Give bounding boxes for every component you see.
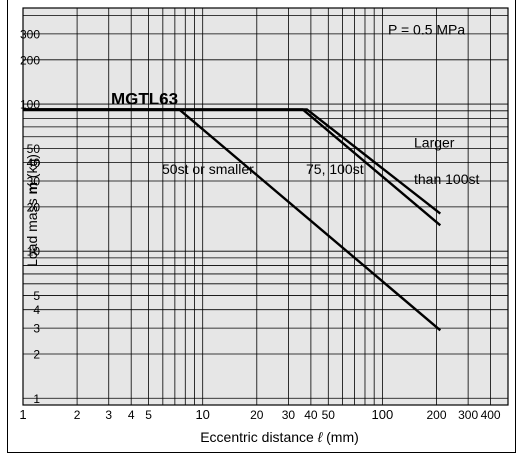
series-label-larger-line2: than 100st [414,171,479,187]
y-tick-label: 10 [27,245,41,259]
y-tick-label: 4 [33,303,40,317]
x-tick-label: 5 [145,408,152,422]
x-tick-label: 100 [372,407,394,422]
plot-frame [22,7,509,406]
series-label-50st: 50st or smaller [162,161,254,177]
x-tick-label: 10 [195,407,209,422]
y-tick-label: 30 [27,174,41,188]
pressure-label: P = 0.5 MPa [388,22,465,38]
x-tick-label: 3 [105,408,112,422]
x-tick-label: 400 [481,408,501,422]
y-tick-label: 3 [33,322,40,336]
series-label-75-100st: 75, 100st [306,161,364,177]
series-lines [23,108,442,332]
x-axis-label: Eccentric distance ℓ (mm) [200,429,359,445]
x-tick-label: 50 [322,408,336,422]
x-tick-label: 4 [128,408,135,422]
model-label: MGTL63 [111,89,178,108]
x-axis-label-unit: (mm) [322,429,359,445]
y-axis-label-unit: (kg) [24,154,40,182]
y-axis-label-symbol: m [24,182,40,194]
y-tick-label: 20 [27,200,41,214]
series-line-larger-than-100st [23,108,442,215]
y-tick-label: 300 [20,27,40,41]
x-tick-label: 30 [282,408,296,422]
y-tick-label: 200 [20,53,40,67]
y-axis-label: Load mass m (kg) [24,154,40,267]
x-tick-label: 1 [19,407,26,422]
x-tick-labels: 1 2 3 4 5 10 20 30 40 50 100 200 300 400 [19,407,501,422]
y-tick-label: 50 [27,142,41,156]
y-tick-label: 40 [27,156,41,170]
y-tick-label: 5 [33,289,40,303]
grid [23,8,508,405]
x-tick-label: 20 [250,408,264,422]
y-axis-label-text: Load mass [24,195,40,267]
x-axis-label-symbol: ℓ [317,429,323,445]
y-tick-label: 100 [20,98,40,112]
x-axis-label-text: Eccentric distance [200,429,318,445]
x-tick-label: 2 [74,408,81,422]
x-tick-label: 200 [426,408,446,422]
x-tick-label: 40 [304,408,318,422]
y-tick-label: 2 [33,347,40,361]
series-label-larger-line1: Larger [414,134,455,150]
y-tick-label: 1 [33,392,40,406]
x-tick-label: 300 [458,408,478,422]
